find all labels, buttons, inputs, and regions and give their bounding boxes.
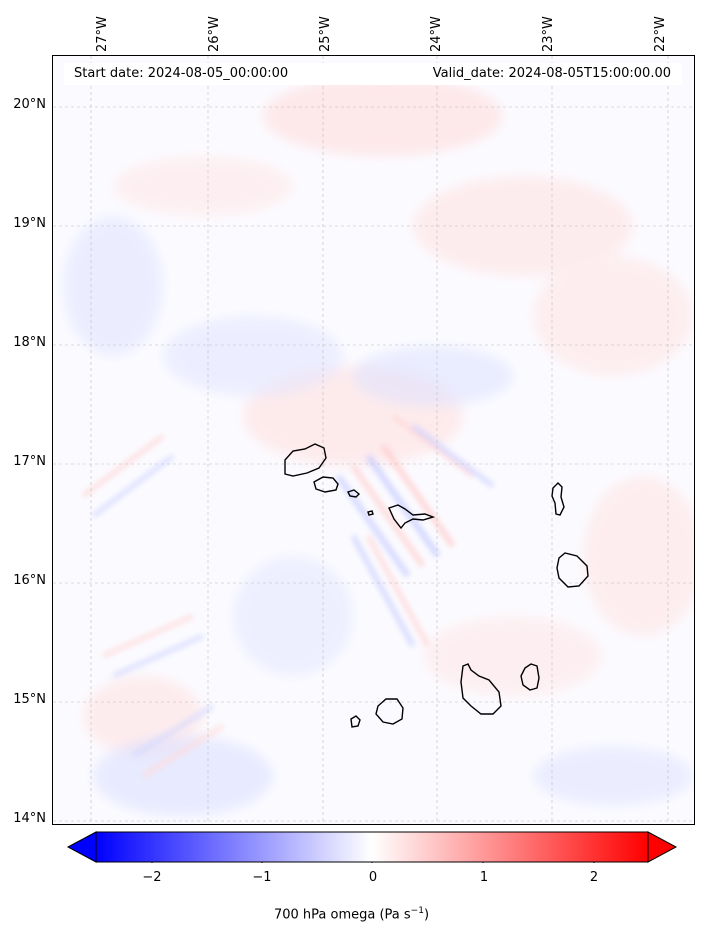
colorbar-title: 700 hPa omega (Pa s−1) [0,906,703,922]
colorbar-tick-label: −1 [252,870,271,885]
lat-label: 19°N [0,216,46,231]
lat-label: 15°N [0,692,46,707]
lon-label: 27°W [95,16,110,52]
start-date-label: Start date: 2024-08-05_00:00:00 [74,66,288,81]
lon-label: 25°W [318,16,333,52]
lon-label: 24°W [429,16,444,52]
colorbar [66,831,678,863]
lat-label: 18°N [0,335,46,350]
colorbar-tick-label: 1 [480,870,488,885]
colorbar-min-extend [68,832,96,862]
colorbar-tick-label: 0 [369,870,377,885]
island-branco [368,511,373,515]
colorbar-tick-label: 2 [590,870,598,885]
lat-label: 14°N [0,811,46,826]
island-brava [351,716,360,727]
island-sal [552,483,564,515]
lat-label: 16°N [0,573,46,588]
omega-field-map [53,56,695,825]
colorbar-tick-label: −2 [142,870,161,885]
valid-date-label: Valid_date: 2024-08-05T15:00:00.00 [433,66,671,81]
island-sao-vicente [314,477,338,492]
lat-label: 20°N [0,97,46,112]
lon-label: 22°W [653,16,668,52]
lon-label: 26°W [207,16,222,52]
lat-label: 17°N [0,454,46,469]
map-panel[interactable] [52,55,695,825]
lon-label: 23°W [541,16,556,52]
colorbar-gradient [96,832,648,862]
island-fogo [376,699,403,724]
colorbar-max-extend [648,832,676,862]
